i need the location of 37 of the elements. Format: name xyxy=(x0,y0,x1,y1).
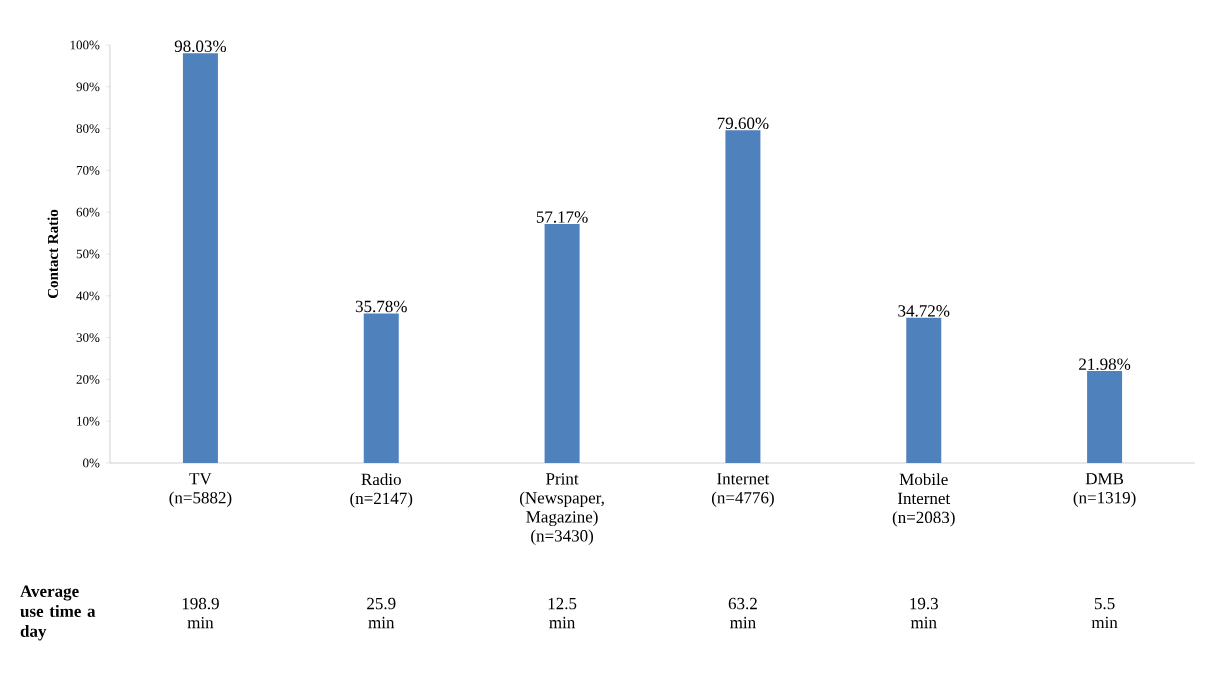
y-tick-label: 40% xyxy=(76,291,100,301)
x-tick-label: Internet (n=4776) xyxy=(711,473,774,507)
data-label: 21.98% xyxy=(1079,358,1131,370)
text: 12.5 min xyxy=(548,597,577,629)
y-axis-title: Contact Ratio xyxy=(47,209,58,299)
y-tick-label: 70% xyxy=(76,165,100,175)
y-tick-label: 10% xyxy=(77,416,100,426)
bar xyxy=(1087,371,1123,463)
bar xyxy=(363,313,399,463)
y-tick-label: 0% xyxy=(83,458,100,468)
text: 25.9 min xyxy=(367,597,396,629)
text: 19.3 min xyxy=(910,597,938,629)
y-tick-label: 20% xyxy=(76,375,100,384)
x-tick-label: Mobile Internet (n=2083) xyxy=(892,473,955,527)
bar xyxy=(544,224,580,463)
x-tick-label: Print (Newspaper, Magazine) (n=3430) xyxy=(519,473,604,546)
y-tick-label: 90% xyxy=(76,82,100,92)
data-label: 98.03% xyxy=(174,40,227,53)
data-label: 35.78% xyxy=(355,300,407,313)
y-tick-label: 80% xyxy=(76,124,100,134)
data-label: 57.17% xyxy=(536,211,588,223)
data-label: 79.60% xyxy=(717,117,769,130)
x-tick-label: Radio (n=2147) xyxy=(350,473,413,508)
text: Average use time a day xyxy=(20,585,96,641)
x-tick-label: TV (n=5882) xyxy=(169,473,232,507)
text: 5.5 min xyxy=(1091,597,1118,629)
x-tick-label: DMB (n=1319) xyxy=(1073,473,1136,507)
y-tick-label: 100% xyxy=(70,40,100,50)
y-tick-label: 30% xyxy=(76,333,100,343)
bar xyxy=(182,53,218,463)
bar xyxy=(725,130,761,463)
text: 63.2 min xyxy=(728,597,757,629)
text: 198.9 min xyxy=(182,597,219,629)
bar xyxy=(906,317,942,463)
data-label: 34.72% xyxy=(898,305,950,317)
y-tick-label: 50% xyxy=(76,249,100,259)
y-tick-label: 60% xyxy=(76,207,100,217)
